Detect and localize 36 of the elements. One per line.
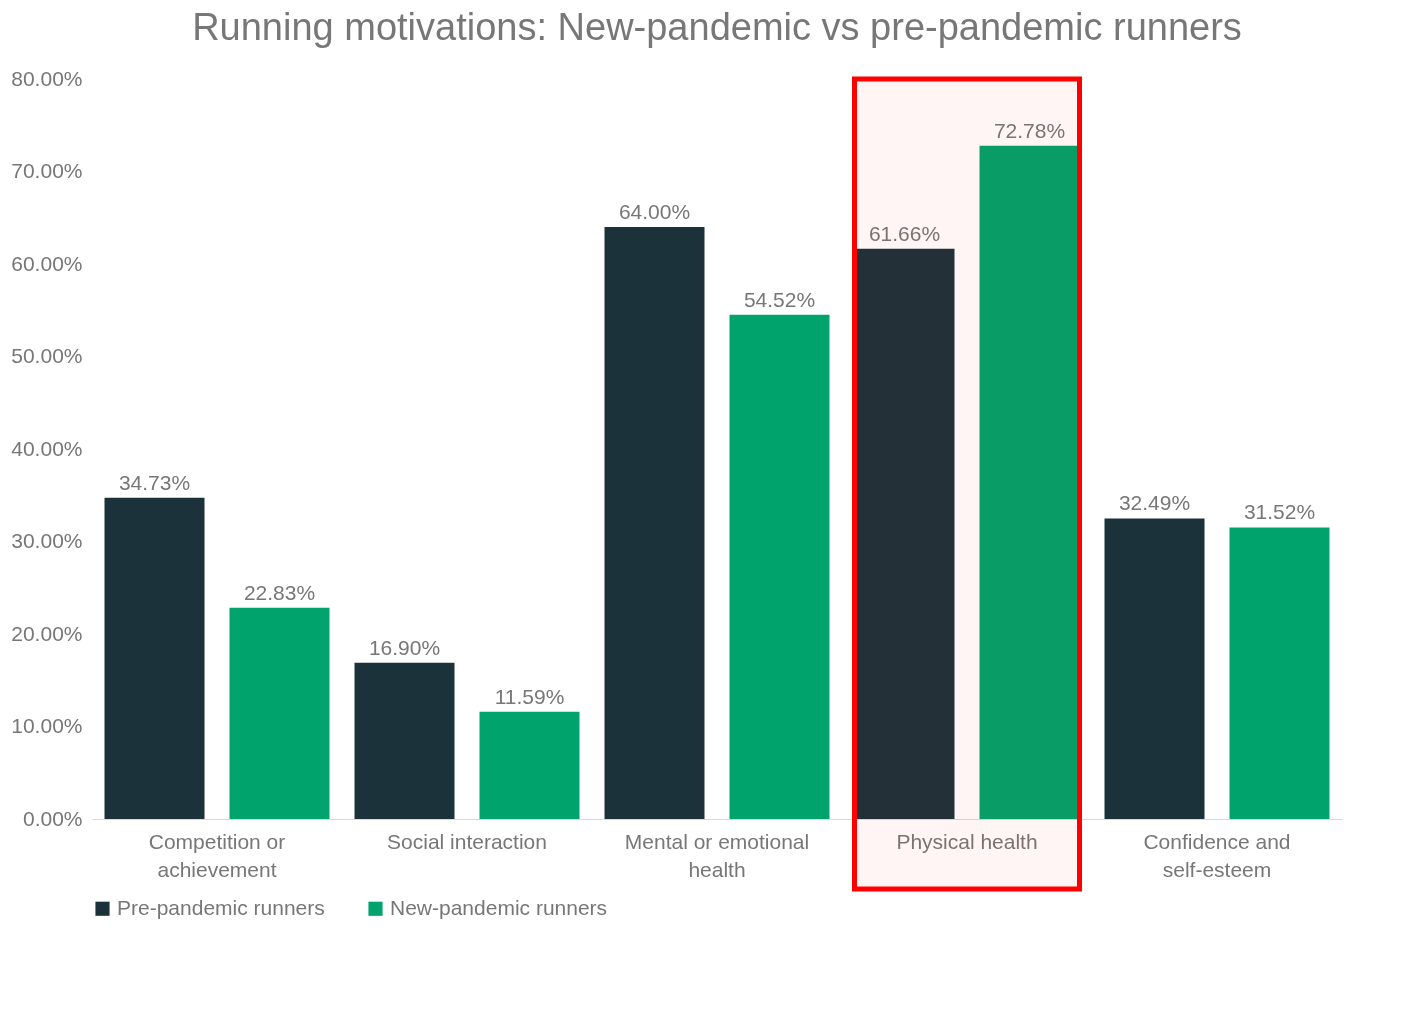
data-label: 16.90% xyxy=(368,635,441,659)
data-label: 64.00% xyxy=(618,200,691,223)
bar xyxy=(354,662,455,819)
y-tick-label: 80.00% xyxy=(11,66,83,90)
data-label: 31.52% xyxy=(1243,500,1316,524)
bar xyxy=(104,497,205,819)
data-label: 61.66% xyxy=(868,221,941,245)
y-tick-label: 20.00% xyxy=(11,621,83,645)
y-tick-label: 30.00% xyxy=(11,529,83,552)
y-tick-label: 50.00% xyxy=(11,344,83,367)
y-tick-label: 70.00% xyxy=(11,159,83,182)
x-tick-label: Mental or emotional health xyxy=(624,829,810,881)
bar xyxy=(854,248,955,819)
bar xyxy=(604,227,705,819)
y-tick-label: 10.00% xyxy=(11,714,83,737)
legend-label: Pre-pandemic runners xyxy=(117,895,325,919)
x-tick-label: Physical health xyxy=(896,829,1038,853)
y-tick-label: 0.00% xyxy=(22,806,83,830)
chart-title: Running motivations: New-pandemic vs pre-pandemic runners xyxy=(192,6,1242,48)
data-label: 22.83% xyxy=(243,580,316,604)
bar xyxy=(229,607,330,819)
bar xyxy=(479,711,580,819)
x-tick-label: Competition or achievement xyxy=(148,829,286,881)
y-tick-label: 60.00% xyxy=(11,251,83,275)
bar xyxy=(729,314,830,819)
bar xyxy=(1104,518,1205,819)
data-label: 32.49% xyxy=(1118,491,1191,515)
y-tick-label: 40.00% xyxy=(11,436,83,460)
data-label: 34.73% xyxy=(118,470,191,494)
x-tick-label: Confidence and self-esteem xyxy=(1143,829,1291,881)
data-label: 72.78% xyxy=(993,118,1066,142)
bar xyxy=(1229,527,1330,819)
legend-label: New-pandemic runners xyxy=(390,895,608,919)
x-tick-label: Social interaction xyxy=(387,829,547,853)
data-label: 11.59% xyxy=(494,684,565,708)
data-label: 54.52% xyxy=(743,287,816,311)
